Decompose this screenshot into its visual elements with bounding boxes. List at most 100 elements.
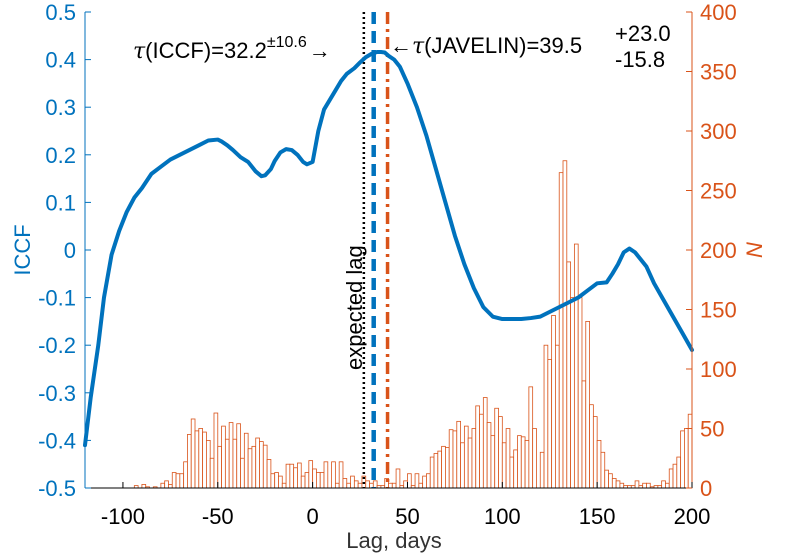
iccf-annotation-arrow: → — [309, 38, 331, 63]
histogram-bar — [285, 463, 291, 489]
histogram-bar — [300, 475, 306, 489]
histogram-bar — [353, 480, 359, 489]
histogram-bar — [467, 437, 473, 489]
javelin-annotation: ←τ(JAVELIN)=39.5 — [390, 33, 582, 59]
x-tick-label: 150 — [579, 504, 616, 529]
histogram-bar — [350, 475, 355, 489]
histogram-bar — [611, 478, 617, 489]
histogram-bar — [198, 428, 203, 489]
right-tick-label: 250 — [700, 179, 737, 204]
x-tick-label: -50 — [202, 504, 234, 529]
histogram-bar — [634, 480, 640, 489]
histogram-bar — [684, 428, 689, 489]
histogram-bar — [581, 380, 587, 489]
histogram-bar — [247, 448, 253, 489]
histogram-bar — [293, 467, 298, 489]
histogram-bar — [391, 482, 397, 489]
histogram-bar — [422, 475, 427, 489]
histogram-bar — [365, 480, 370, 489]
histogram-bar — [164, 480, 169, 489]
histogram-bar — [475, 405, 480, 489]
histogram-bar — [278, 475, 283, 489]
right-tick-label: 100 — [700, 357, 737, 382]
histogram-bar — [426, 473, 431, 489]
histogram-bar — [236, 423, 241, 489]
histogram-bar — [433, 453, 439, 489]
histogram-bar — [646, 482, 651, 489]
histogram-bar — [232, 438, 238, 489]
histogram-bar — [520, 436, 526, 489]
histogram-bar — [418, 482, 424, 489]
histogram-bar — [490, 435, 496, 489]
histogram-bar — [437, 450, 443, 489]
histogram-bar — [494, 407, 499, 489]
axes: -100 -50 0 50 100 150 200 -0.5 -0.4 -0.3 -0.2 -0.1 0… — [38, 0, 737, 529]
histogram-bar — [687, 413, 693, 489]
histogram-bar — [407, 473, 412, 489]
histogram-bar — [551, 315, 556, 489]
histogram-bar — [429, 456, 435, 489]
iccf-annotation-text: (ICCF)=32.2 — [145, 38, 267, 63]
histogram-bar — [187, 434, 192, 489]
histogram-bar — [558, 172, 564, 489]
right-tick-label: 200 — [700, 238, 737, 263]
right-tick-label: 0 — [700, 476, 712, 501]
javelin-annotation-sup: +23.0 — [615, 21, 671, 46]
histogram-bar — [524, 439, 530, 489]
histogram-bar — [596, 439, 602, 489]
histogram-bar — [501, 442, 507, 489]
left-tick-label: -0.2 — [38, 333, 76, 358]
histogram-bar — [255, 437, 260, 489]
iccf-annotation: τ(ICCF)=32.2±10.6→ — [133, 34, 331, 64]
x-tick-label: 50 — [395, 504, 419, 529]
histogram-bar — [141, 484, 147, 489]
histogram-bar — [600, 451, 606, 489]
histogram-bar — [194, 430, 200, 489]
histogram-bar — [445, 447, 450, 489]
javelin-annotation-sub: -15.8 — [615, 47, 665, 72]
histogram-bar — [334, 482, 340, 489]
x-axis-label: Lag, days — [346, 528, 441, 553]
histogram — [133, 160, 693, 489]
histogram-bar — [608, 473, 613, 489]
histogram-bar — [228, 422, 234, 489]
histogram-bar — [403, 480, 408, 489]
histogram-bar — [661, 480, 666, 489]
left-tick-label: -0.4 — [38, 428, 76, 453]
left-tick-label: -0.5 — [38, 476, 76, 501]
histogram-bar — [573, 243, 579, 489]
histogram-bar — [270, 473, 276, 489]
histogram-bar — [190, 418, 196, 489]
histogram-bar — [680, 430, 685, 489]
histogram-bar — [547, 359, 553, 489]
histogram-bar — [665, 482, 670, 489]
expected-lag-label: expected lag — [342, 245, 367, 370]
histogram-bar — [448, 429, 454, 489]
histogram-bar — [471, 428, 477, 489]
left-tick-label: 0.2 — [45, 143, 76, 168]
histogram-bar — [668, 468, 674, 489]
histogram-bar — [486, 422, 492, 489]
histogram-bar — [209, 457, 215, 489]
x-tick-label: 200 — [674, 504, 711, 529]
histogram-bar — [316, 472, 321, 489]
histogram-bar — [266, 459, 272, 489]
right-tick-label: 350 — [700, 60, 737, 85]
histogram-bar — [168, 484, 173, 489]
histogram-bar — [240, 457, 245, 489]
left-tick-label: 0.4 — [45, 48, 76, 73]
histogram-bar — [566, 261, 571, 489]
histogram-bar — [323, 461, 329, 489]
histogram-bar — [338, 461, 344, 489]
histogram-bar — [346, 482, 351, 489]
histogram-bar — [577, 297, 583, 489]
histogram-bar — [619, 482, 625, 489]
histogram-bar — [414, 473, 420, 489]
histogram-bar — [505, 428, 511, 489]
iccf-tau-symbol: τ — [133, 39, 146, 64]
left-axis-label: ICCF — [10, 224, 35, 275]
right-tick-label: 300 — [700, 119, 737, 144]
iccf-series — [83, 49, 694, 448]
histogram-bar — [217, 445, 222, 489]
histogram-bar — [543, 344, 549, 489]
